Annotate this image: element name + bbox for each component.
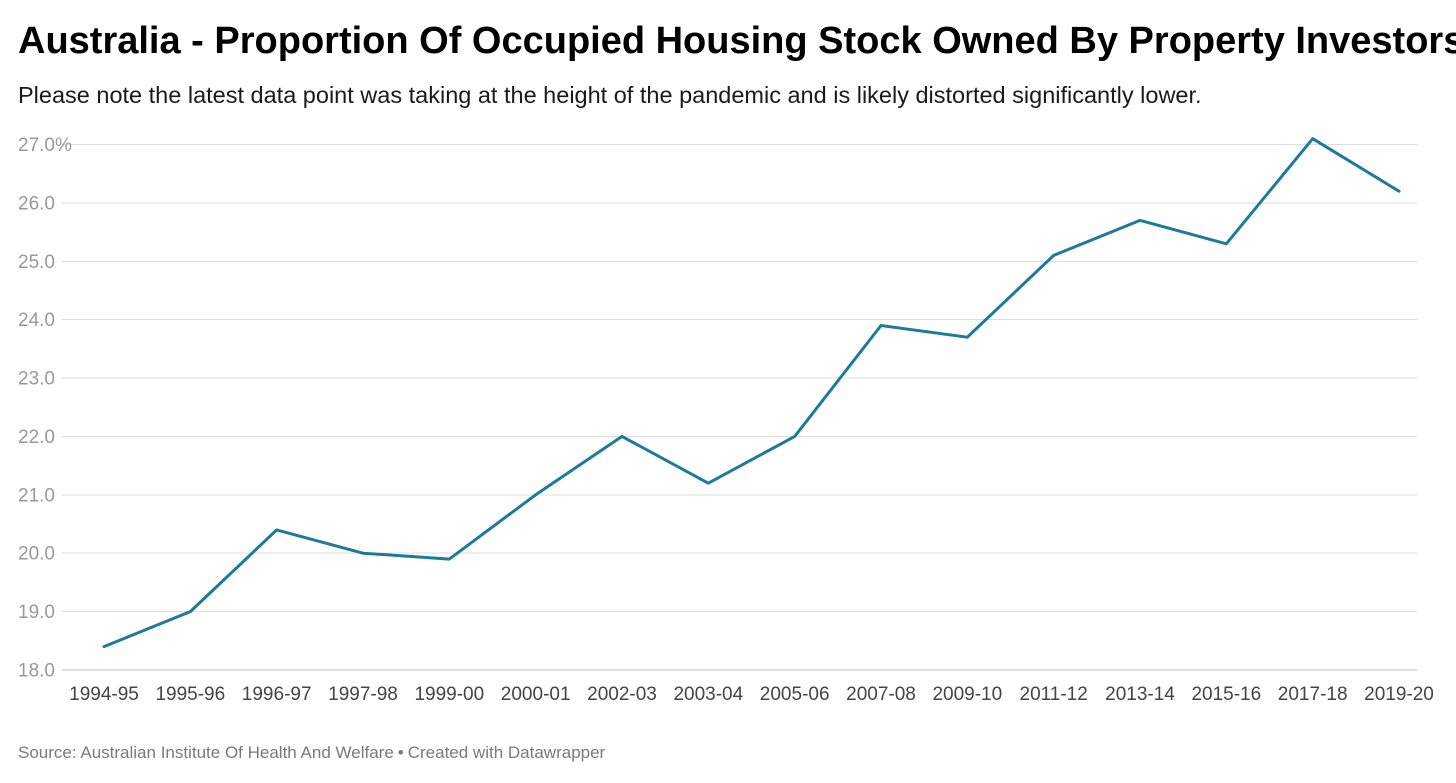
data-point [1051,252,1057,258]
data-point [1137,217,1143,223]
x-tick-label: 2019-20 [1364,684,1434,705]
x-tick-label: 2015-16 [1191,684,1261,705]
y-tick-label: 21.0 [18,485,55,506]
x-tick-label: 1994-95 [69,684,139,705]
y-tick-label: 24.0 [18,310,55,331]
series-line [102,137,1401,649]
x-tick-label: 2003-04 [673,684,743,705]
x-tick-label: 2009-10 [932,684,1002,705]
x-tick-label: 2011-12 [1020,684,1088,705]
data-point [1396,188,1402,194]
data-point [878,323,884,329]
data-point [187,609,193,615]
chart-footer: Source: Australian Institute Of Health A… [18,741,605,765]
x-tick-label: 2017-18 [1278,684,1348,705]
y-tick-label: 22.0 [18,427,55,448]
y-tick-label: 23.0 [18,369,55,390]
x-tick-label: 1995-96 [155,684,225,705]
footer-separator: • [397,743,404,762]
x-tick-label: 1997-98 [328,684,398,705]
x-tick-label: 2002-03 [587,684,657,705]
chart-title: Australia - Proportion Of Occupied Housi… [18,20,1456,62]
y-tick-label: 18.0 [18,661,55,682]
y-tick-label: 25.0 [18,252,55,273]
x-axis-tick-labels: 1994-95 1995-96 1996-97 1997-98 1999-00 2000-… [69,684,1434,705]
data-point [360,550,366,556]
data-point [446,556,452,562]
x-tick-label: 2013-14 [1105,684,1175,705]
y-axis-tick-labels: 18.0 19.0 20.0 21.0 22.0 23.0 24.0 25.0 26.0 27.0… [18,135,72,682]
y-tick-label: 19.0 [18,602,55,623]
x-tick-label: 1996-97 [242,684,312,705]
y-tick-label: 27.0% [18,135,72,156]
data-point [274,527,280,533]
x-tick-label: 2007-08 [846,684,916,705]
data-point [533,492,539,498]
x-tick-label: 1999-00 [414,684,484,705]
data-point [619,433,625,439]
gridlines [62,144,1417,671]
y-tick-label: 20.0 [18,544,55,565]
data-point [792,433,798,439]
series-layer [101,136,1402,650]
source-note: Source: Australian Institute Of Health A… [18,743,394,762]
data-point [705,480,711,486]
data-point [1310,136,1316,142]
data-point [101,644,107,650]
chart-subtitle: Please note the latest data point was ta… [18,82,1202,108]
credit-note: Created with Datawrapper [407,743,606,762]
x-tick-label: 2000-01 [501,684,571,705]
data-point [1223,241,1229,247]
y-tick-label: 26.0 [18,193,55,214]
x-tick-label: 2005-06 [760,684,830,705]
data-point [964,334,970,340]
